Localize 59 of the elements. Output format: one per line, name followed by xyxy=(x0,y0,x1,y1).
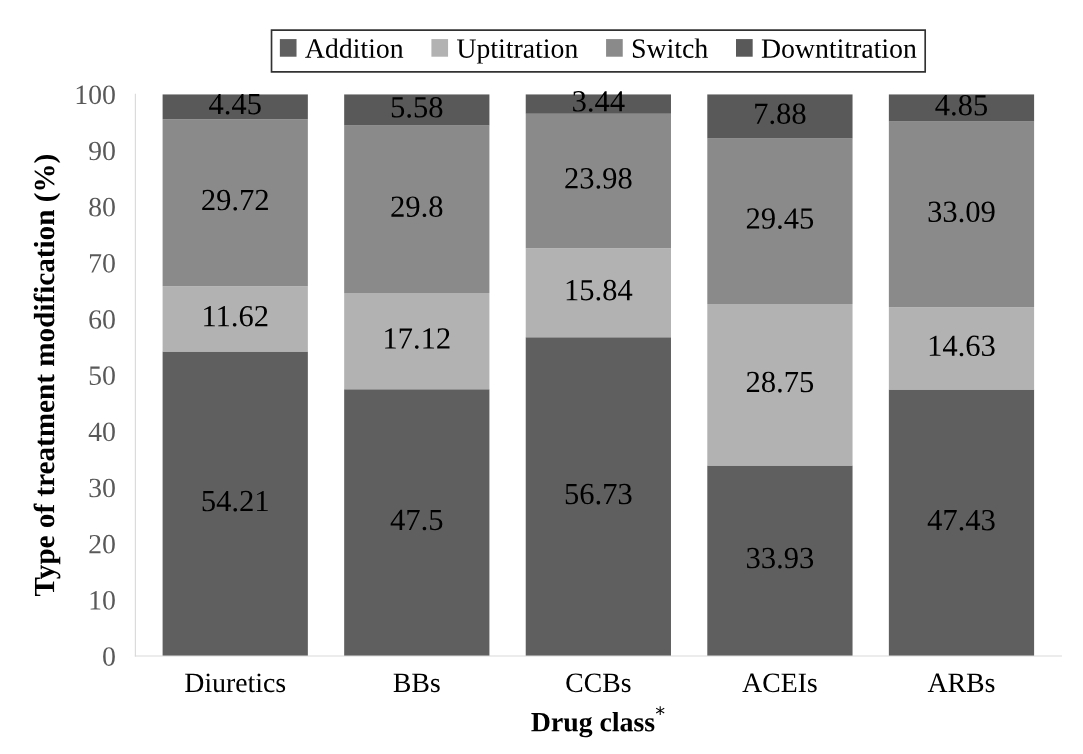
data-label: 29.8 xyxy=(391,196,443,218)
data-label: 54.21 xyxy=(202,490,268,512)
data-label: 33.93 xyxy=(747,547,814,569)
data-label: 33.09 xyxy=(928,201,995,223)
bar xyxy=(707,138,853,304)
data-label: 56.73 xyxy=(565,483,632,505)
bar xyxy=(162,286,308,352)
x-tick-label: Diuretics xyxy=(185,673,286,693)
y-tick-label: 30 xyxy=(89,478,115,498)
bar xyxy=(707,303,853,466)
data-label: 4.85 xyxy=(935,94,988,116)
x-tick-label: BBs xyxy=(393,673,440,693)
x-tick-label: CCBs xyxy=(566,673,631,693)
data-label: 47.43 xyxy=(927,509,995,531)
bar xyxy=(888,307,1035,390)
bar xyxy=(525,337,671,656)
legend-label: Downtitration xyxy=(761,39,917,58)
y-tick-label: 80 xyxy=(89,197,115,217)
bar xyxy=(707,465,853,656)
y-tick-label: 60 xyxy=(89,310,115,329)
data-label: 28.75 xyxy=(746,371,814,393)
y-tick-label: 0 xyxy=(103,647,115,666)
bar xyxy=(707,94,853,139)
y-tick-label: 100 xyxy=(76,85,115,105)
bar xyxy=(344,292,490,390)
legend-label: Switch xyxy=(632,38,708,58)
bar xyxy=(162,119,308,287)
data-label: 23.98 xyxy=(565,168,632,189)
y-tick-label: 70 xyxy=(89,253,115,273)
data-label: 14.63 xyxy=(929,335,995,357)
legend-label: Uptitration xyxy=(456,39,578,64)
data-label: 4.45 xyxy=(209,93,261,115)
y-tick-label: 40 xyxy=(88,422,115,442)
x-tick-label: ARBs xyxy=(927,673,995,693)
y-tick-label: 50 xyxy=(89,366,115,386)
data-label: 17.12 xyxy=(385,328,450,349)
y-tick-label: 90 xyxy=(89,141,115,161)
y-tick-label: 10 xyxy=(90,590,115,610)
data-label: 29.72 xyxy=(202,189,268,211)
data-label: 47.5 xyxy=(390,509,443,531)
data-label: 5.58 xyxy=(391,96,443,118)
y-axis-title: Type of treatment modification (%) xyxy=(33,154,61,597)
x-axis-title: Drug class$^{*}$ xyxy=(531,706,665,738)
data-label: 11.62 xyxy=(204,305,268,327)
data-label: 7.88 xyxy=(755,103,806,125)
y-tick-label: 20 xyxy=(89,534,115,554)
bar xyxy=(162,351,308,656)
bar xyxy=(344,94,490,126)
bar xyxy=(525,113,671,249)
bar xyxy=(344,389,490,656)
bar xyxy=(888,389,1035,656)
bar xyxy=(888,121,1035,308)
x-tick-label: ACEIs xyxy=(742,673,817,693)
data-label: 15.84 xyxy=(566,279,633,301)
data-label: 3.44 xyxy=(573,91,625,112)
bar xyxy=(525,248,671,338)
legend-label: Addition xyxy=(305,38,404,58)
data-label: 29.45 xyxy=(746,208,814,229)
bar xyxy=(344,125,490,293)
